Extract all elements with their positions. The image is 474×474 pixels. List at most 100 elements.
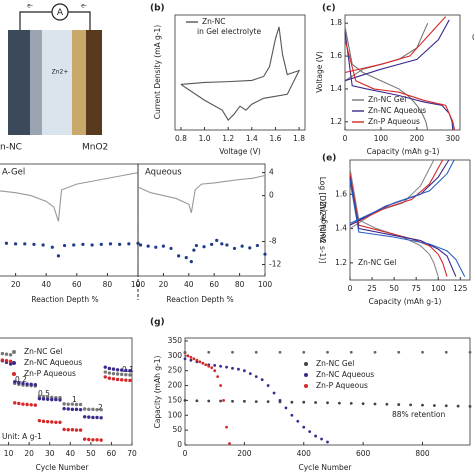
data-point <box>192 357 196 361</box>
x-tick-label: 60 <box>107 449 117 458</box>
x-tick-label: 70 <box>127 449 137 458</box>
data-point <box>0 351 5 356</box>
data-point <box>161 244 165 248</box>
data-point <box>254 350 258 354</box>
data-point <box>219 384 223 387</box>
series-line <box>349 159 466 277</box>
data-point <box>248 246 252 250</box>
data-point <box>337 401 341 405</box>
y-axis-label: Current Density (mA g-1) <box>153 25 162 119</box>
data-point <box>62 243 67 248</box>
data-point <box>169 246 173 251</box>
data-point <box>74 407 79 412</box>
data-point <box>215 238 219 242</box>
data-point <box>78 402 83 407</box>
data-point <box>120 372 124 377</box>
x-tick-label: 1.8 <box>293 134 305 143</box>
data-point <box>361 402 365 406</box>
data-point <box>118 242 122 247</box>
data-point <box>99 407 103 412</box>
data-point <box>207 364 211 368</box>
series-line <box>0 172 139 222</box>
data-point <box>266 384 270 387</box>
data-point <box>444 350 448 354</box>
data-point <box>260 378 264 382</box>
data-point <box>33 382 38 387</box>
x-tick-label: 1.2 <box>222 134 234 143</box>
data-point <box>128 373 132 377</box>
data-point <box>290 413 294 417</box>
data-point <box>4 352 9 356</box>
data-point <box>120 368 124 372</box>
y-tick-label: 1.4 <box>335 224 347 233</box>
data-point <box>189 355 193 359</box>
y-tick-label: 0 <box>177 440 182 449</box>
data-point <box>25 382 29 386</box>
data-point <box>242 369 246 373</box>
y2-tick-label: 0 <box>269 191 274 200</box>
data-point <box>284 406 288 410</box>
y-tick-label: 50 <box>172 425 182 434</box>
data-point <box>138 243 143 247</box>
data-point <box>29 403 33 407</box>
data-point <box>183 350 187 354</box>
x-tick-label: 75 <box>411 284 421 293</box>
data-point <box>66 402 70 406</box>
x-axis-label: Capacity (mAh g-1) <box>369 297 442 306</box>
data-point <box>302 425 306 429</box>
data-point <box>207 399 211 403</box>
data-point <box>78 428 83 432</box>
data-point <box>128 378 132 383</box>
data-point <box>13 401 17 405</box>
legend-label: Zn-P Aqueous <box>368 117 420 126</box>
legend-label: Zn-NC <box>202 17 225 26</box>
y2-tick-label: 4 <box>269 168 274 177</box>
data-point <box>228 442 231 445</box>
annotation: 0.1 <box>472 33 474 42</box>
legend-label: Zn-NC Aqueous <box>24 358 82 367</box>
x-tick-label: 100 <box>258 280 273 289</box>
x-tick-label: 50 <box>389 284 399 293</box>
data-point <box>58 398 62 402</box>
data-point <box>87 407 91 412</box>
legend-label: Zn-NC Gel <box>368 95 406 104</box>
data-point <box>202 245 206 249</box>
y-tick-label: 1.2 <box>335 258 347 267</box>
data-point <box>14 242 18 246</box>
data-point <box>8 359 13 364</box>
data-point <box>308 430 312 434</box>
y2-axis-label: Log [DZn2+ (cm2 s-1)] <box>318 177 327 264</box>
data-point <box>107 366 112 371</box>
x-axis-label: Reaction Depth % <box>166 295 233 304</box>
data-point <box>115 377 120 382</box>
legend-swatch <box>12 350 16 354</box>
data-point <box>4 358 9 363</box>
data-point <box>183 399 187 402</box>
data-point <box>263 252 267 256</box>
data-point <box>456 404 460 408</box>
data-point <box>219 399 223 403</box>
data-point <box>124 372 128 377</box>
x-tick-label: 1.6 <box>269 134 281 143</box>
data-point <box>146 244 150 248</box>
data-point <box>177 254 181 258</box>
data-point <box>231 366 234 370</box>
data-point <box>207 350 211 354</box>
data-point <box>41 397 46 401</box>
data-point <box>58 420 62 425</box>
panel-label: (e) <box>322 154 336 164</box>
data-point <box>326 440 329 444</box>
data-point <box>213 363 217 367</box>
data-point <box>219 364 223 368</box>
annotation: 1 <box>72 395 77 404</box>
data-point <box>184 256 188 260</box>
data-point <box>95 438 99 442</box>
data-point <box>421 350 424 354</box>
cathode-coating <box>72 30 86 135</box>
x-tick-label: 200 <box>410 134 425 143</box>
data-point <box>70 428 75 432</box>
data-point <box>41 243 45 247</box>
wire <box>19 11 52 30</box>
